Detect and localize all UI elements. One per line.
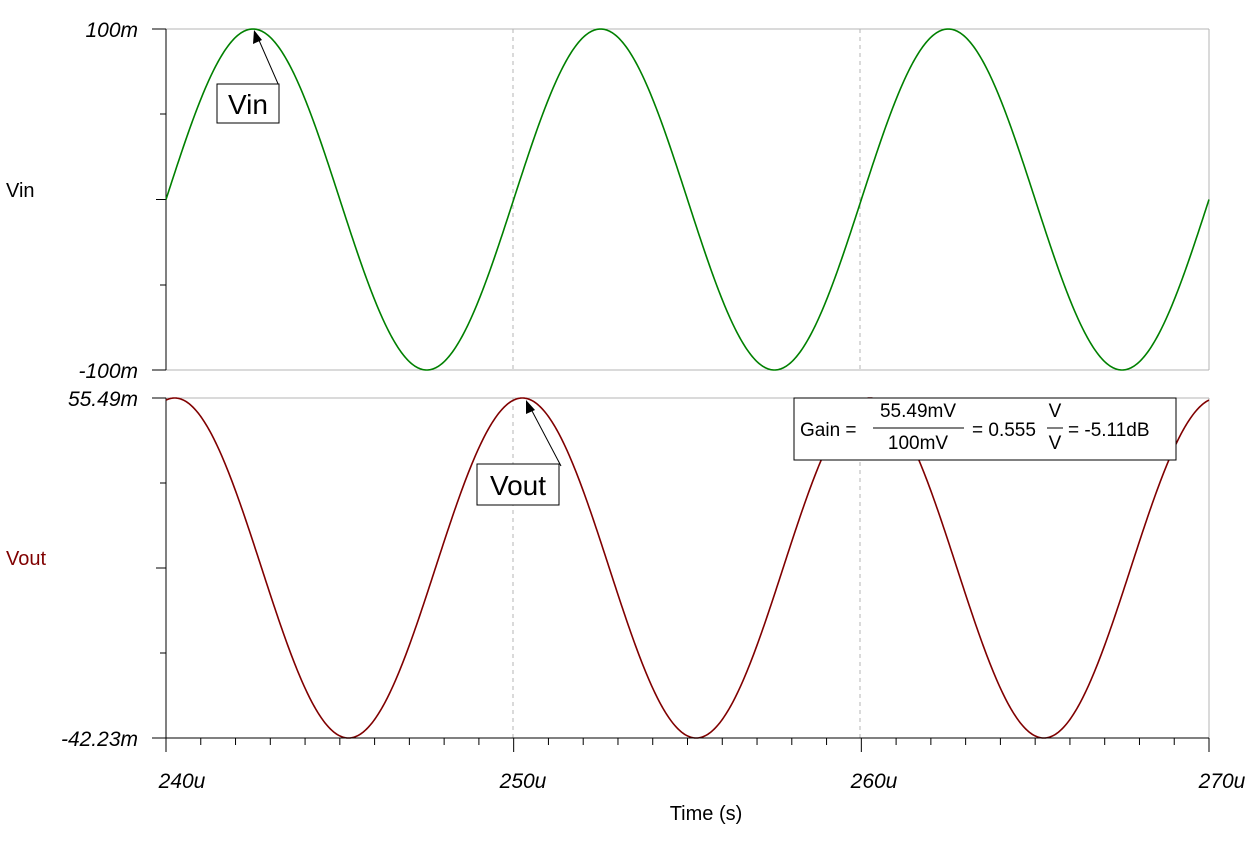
gain-prefix: Gain = xyxy=(800,420,857,441)
vin-panel: 100m -100m Vin xyxy=(6,19,1210,383)
gain-box xyxy=(793,397,1177,461)
vout-ytick-label-max: 55.49m xyxy=(68,388,138,411)
vin-axis-label: Vin xyxy=(6,180,35,202)
x-axis-label: Time (s) xyxy=(670,803,743,825)
vout-callout-label: Vout xyxy=(490,470,546,501)
vout-series-line xyxy=(165,397,1210,739)
vout-axis-label: Vout xyxy=(6,548,46,570)
xtick-label-260u: 260u xyxy=(850,770,898,793)
vout-ytick-label-min: -42.23m xyxy=(61,728,138,751)
vin-callout-box xyxy=(216,83,280,124)
gain-denominator-1: 100mV xyxy=(888,433,949,454)
vin-callout-label: Vin xyxy=(228,89,268,120)
xtick-label-250u: 250u xyxy=(499,770,547,793)
gain-ratio: = 0.555 xyxy=(972,420,1036,441)
vin-ytick-label-min: -100m xyxy=(78,360,138,383)
gain-numerator-1: 55.49mV xyxy=(880,401,956,422)
vin-series-line xyxy=(165,28,1210,371)
vin-callout: Vin xyxy=(216,30,280,124)
x-axis: 240u 250u 260u 270u Time (s) xyxy=(158,737,1246,825)
gain-numerator-2: V xyxy=(1049,401,1062,422)
gain-db: = -5.11dB xyxy=(1068,420,1150,441)
gain-annotation: Gain = 55.49mV 100mV = 0.555 V V = -5.11… xyxy=(793,397,1177,461)
vout-callout-box xyxy=(476,463,560,506)
gain-denominator-2: V xyxy=(1049,433,1062,454)
xtick-label-270u: 270u xyxy=(1198,770,1246,793)
vout-callout-arrowhead xyxy=(526,400,535,414)
vout-callout-leader xyxy=(530,408,562,467)
vout-callout: Vout xyxy=(476,400,562,506)
xtick-label-240u: 240u xyxy=(158,770,206,793)
vin-ytick-label-max: 100m xyxy=(85,19,138,42)
vin-callout-arrowhead xyxy=(253,30,262,44)
vin-callout-leader xyxy=(257,37,280,87)
